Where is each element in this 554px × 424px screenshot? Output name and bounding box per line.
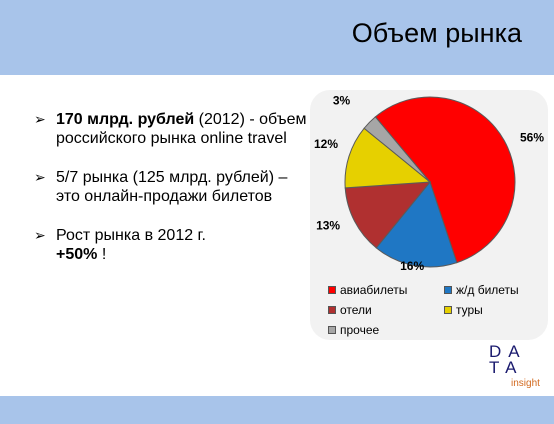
logo-sub: insight <box>511 378 540 389</box>
arrow-bullet-icon: ➢ <box>34 111 46 127</box>
bullet-item: ➢ 5/7 рынка (125 млрд. рублей) – это онл… <box>34 168 309 206</box>
data-insight-logo: DA TA insight <box>489 342 549 392</box>
logo-row-2: TA <box>489 358 524 377</box>
legend-swatch <box>328 286 336 294</box>
legend-label: туры <box>456 303 483 317</box>
arrow-bullet-icon: ➢ <box>34 169 46 185</box>
legend-item: туры <box>444 303 483 317</box>
bullet-bold: +50% <box>56 246 98 263</box>
arrow-bullet-icon: ➢ <box>34 227 46 243</box>
legend-label: прочее <box>340 323 380 337</box>
pie-slice-5 <box>363 116 431 183</box>
pie-chart: 56% 16% 13% 12% 3% <box>314 93 544 273</box>
pie-label-1: 56% <box>520 131 544 145</box>
legend-item: отели <box>328 303 372 317</box>
logo-row-1: DA <box>489 342 527 361</box>
legend-swatch <box>444 286 452 294</box>
pie-label-2: 16% <box>400 259 424 273</box>
pie-slice-2 <box>375 180 458 268</box>
pie-label-4: 12% <box>314 137 338 151</box>
pie-label-3: 13% <box>316 219 340 233</box>
chart-panel: 56% 16% 13% 12% 3% <box>310 90 548 340</box>
legend-swatch <box>444 306 452 314</box>
legend-item: ж/д билеты <box>444 283 519 297</box>
bullet-text-suffix: ! <box>97 246 107 263</box>
legend-item: прочее <box>328 323 379 337</box>
pie-slice-4 <box>344 127 432 189</box>
pie-label-5: 3% <box>333 93 351 107</box>
bullet-item: ➢ Рост рынка в 2012 г. +50% ! <box>34 226 309 264</box>
bullet-text: Рост рынка в 2012 г. <box>56 227 206 244</box>
title-band <box>0 0 554 75</box>
legend-item: авиабилеты <box>328 283 407 297</box>
footer-band <box>0 396 554 424</box>
bullet-item: ➢ 170 млрд. рублей (2012) - объем россий… <box>34 110 309 148</box>
legend-label: авиабилеты <box>340 283 408 297</box>
pie-slice-3 <box>344 181 432 249</box>
legend-swatch <box>328 306 336 314</box>
legend-label: отели <box>340 303 372 317</box>
legend-label: ж/д билеты <box>456 283 519 297</box>
pie-slice-1 <box>374 96 516 264</box>
slide-title: Объем рынка <box>351 18 522 48</box>
bullet-text: 5/7 рынка (125 млрд. рублей) – это онлай… <box>56 169 288 205</box>
legend-swatch <box>328 326 336 334</box>
bullet-list: ➢ 170 млрд. рублей (2012) - объем россий… <box>34 110 309 284</box>
bullet-bold: 170 млрд. рублей <box>56 111 195 128</box>
bullet-text: (2012) - объем российского рынка online … <box>56 111 307 147</box>
